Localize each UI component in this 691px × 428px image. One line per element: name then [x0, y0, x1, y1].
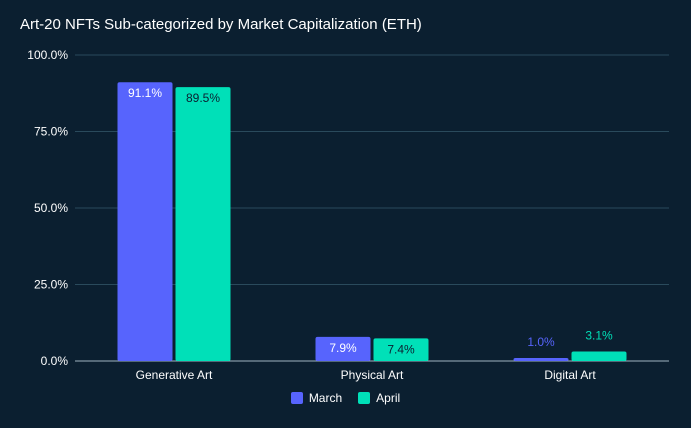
data-label: 7.4% [387, 342, 415, 356]
legend-item-march[interactable]: March [290, 391, 343, 405]
y-tick-label: 100.0% [27, 48, 68, 62]
legend-swatch [358, 392, 371, 404]
data-label: 91.1% [128, 86, 162, 100]
data-label: 3.1% [585, 329, 613, 343]
legend-item-april[interactable]: April [358, 391, 400, 405]
bar-march [513, 357, 569, 361]
y-tick-label: 25.0% [34, 278, 68, 292]
y-tick-label: 0.0% [41, 354, 69, 368]
y-tick-label: 50.0% [34, 201, 68, 215]
bar-april [571, 351, 627, 361]
data-label: 7.9% [329, 341, 357, 355]
chart-legend: March April [0, 391, 691, 405]
bar-march [117, 82, 173, 361]
legend-label: March [308, 391, 343, 405]
chart-title: Art-20 NFTs Sub-categorized by Market Ca… [20, 16, 422, 33]
bar-april [175, 87, 231, 361]
x-tick-label: Digital Art [544, 368, 596, 382]
legend-label: April [376, 391, 401, 405]
bar-march [315, 336, 371, 361]
legend-swatch [290, 392, 303, 404]
data-label: 1.0% [527, 335, 555, 349]
data-label: 89.5% [186, 91, 220, 105]
x-tick-label: Generative Art [136, 368, 213, 382]
bar-april [373, 338, 429, 361]
y-tick-label: 75.0% [34, 125, 68, 139]
x-tick-label: Physical Art [341, 368, 404, 382]
